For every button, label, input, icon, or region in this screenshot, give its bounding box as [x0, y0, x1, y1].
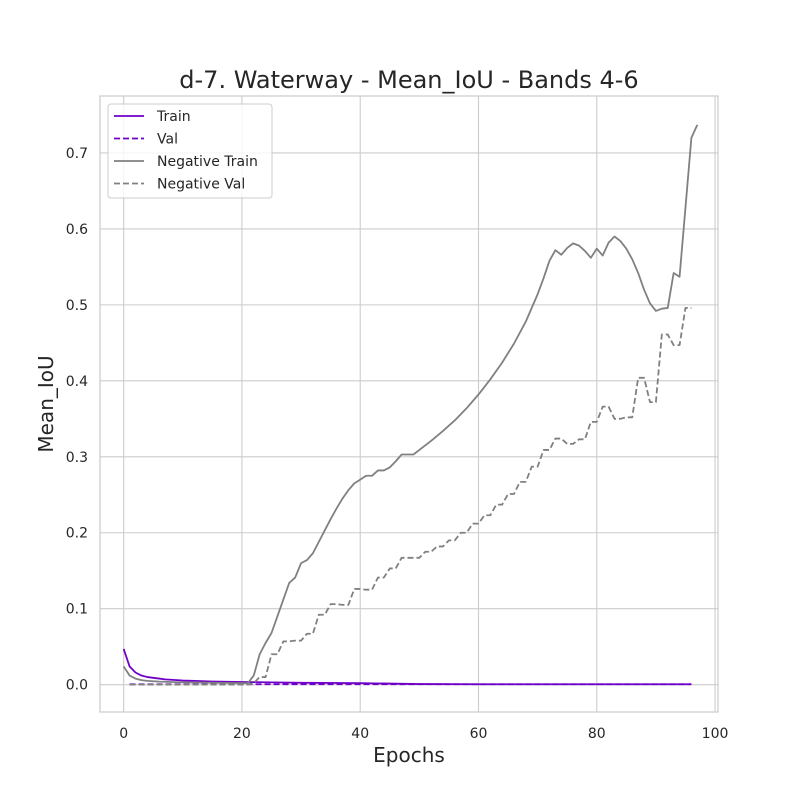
plot-background	[100, 96, 718, 712]
plot-border	[99, 95, 719, 713]
y-tick-label: 0.1	[66, 602, 88, 618]
legend: Train Val Negative Train Negative Val	[107, 103, 273, 199]
y-tick-label: 0.6	[66, 222, 88, 238]
x-tick-label: 20	[233, 726, 251, 742]
y-axis-label: Mean_IoU	[34, 355, 58, 452]
series-layer	[122, 124, 699, 686]
x-tick-label: 0	[119, 726, 128, 742]
y-tick-label: 0.0	[66, 678, 88, 694]
x-tick-label: 60	[470, 726, 488, 742]
legend-label: Negative Train	[157, 154, 258, 170]
series-line-negative-train	[122, 124, 699, 685]
x-tick-label: 100	[702, 726, 729, 742]
x-axis-label: Epochs	[373, 743, 445, 767]
y-tick-label: 0.3	[66, 450, 88, 466]
series-line-negative-val	[129, 307, 692, 686]
x-tick-labels: 0 20 40 60 80 100	[119, 726, 728, 742]
x-tick-label: 80	[588, 726, 606, 742]
legend-box	[107, 103, 273, 199]
legend-label: Train	[156, 109, 191, 125]
x-tick-label: 40	[351, 726, 369, 742]
plot-area	[99, 95, 719, 713]
legend-label: Negative Val	[157, 177, 245, 193]
legend-label: Val	[157, 132, 178, 148]
y-tick-label: 0.5	[66, 298, 88, 314]
y-tick-labels: 0.0 0.1 0.2 0.3 0.4 0.5 0.6 0.7	[66, 146, 88, 694]
chart-title: d-7. Waterway - Mean_IoU - Bands 4-6	[179, 66, 638, 94]
y-tick-label: 0.2	[66, 526, 88, 542]
y-tick-label: 0.4	[66, 374, 88, 390]
x-gridlines	[123, 96, 716, 712]
y-tick-label: 0.7	[66, 146, 88, 162]
